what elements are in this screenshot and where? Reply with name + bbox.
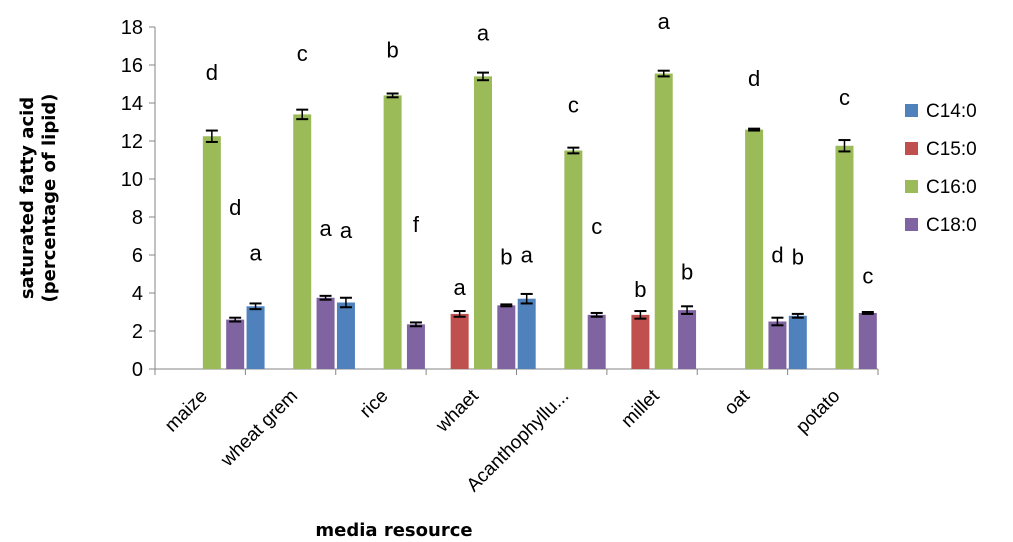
legend: C14:0 C15:0 C16:0 C18:0 [905, 101, 977, 236]
bar-c16-0-maize [202, 136, 221, 369]
significance-letter: c [839, 85, 850, 110]
bar-c16-0-potato [835, 145, 854, 369]
bar-c15-0-millet [631, 314, 650, 369]
y-axis-title-line-1: saturated fatty acid [17, 97, 38, 299]
significance-letter: a [454, 275, 467, 300]
x-tick-label: millet [617, 385, 664, 432]
legend-label-c14-0: C14:0 [926, 101, 977, 122]
bar-c14-0-potato [788, 315, 807, 369]
bar-c18-0-oat [768, 321, 787, 369]
y-axis-title-line-2: (percentage of lipid) [39, 94, 60, 303]
bar-c16-0-acanthophyllu [564, 150, 583, 369]
bar-c18-0-rice [406, 324, 425, 369]
y-tick-label: 12 [121, 131, 143, 153]
legend-swatch-c14-0 [905, 104, 918, 117]
bar-c15-0-whaet [450, 313, 469, 369]
y-tick-label: 14 [121, 93, 143, 115]
significance-letter: a [319, 216, 332, 241]
bar-c14-0-wheat-grem [246, 306, 265, 369]
bar-c16-0-oat [745, 129, 764, 369]
bar-c16-0-wheat-grem [293, 114, 312, 370]
significance-letter: c [591, 214, 602, 239]
bar-c14-0-acanthophyllu [517, 298, 536, 369]
y-tick-label: 4 [132, 283, 143, 305]
significance-letter: a [658, 9, 671, 34]
y-tick-label: 18 [121, 17, 143, 39]
legend-swatch-c16-0 [905, 180, 918, 193]
bar-c18-0-millet [678, 310, 697, 369]
y-tick-label: 10 [121, 169, 143, 191]
significance-letter: c [862, 264, 873, 289]
legend-swatch-c15-0 [905, 142, 918, 155]
y-axis-title: saturated fatty acid (percentage of lipi… [17, 94, 60, 303]
significance-letter: c [297, 41, 308, 66]
bar-c16-0-rice [383, 95, 402, 370]
x-tick-label: whaet [431, 385, 483, 437]
bar-c16-0-whaet [473, 76, 492, 370]
legend-swatch-c18-0 [905, 218, 918, 231]
y-tick-label: 16 [121, 55, 143, 77]
bar-c18-0-potato [858, 312, 877, 369]
legend-label-c15-0: C15:0 [926, 139, 977, 160]
significance-letter: d [748, 66, 760, 91]
x-tick-label: wheat grem [216, 386, 302, 472]
significance-letter: a [340, 218, 353, 243]
significance-letter: d [771, 243, 783, 268]
significance-letter: b [500, 245, 512, 270]
significance-letter: f [413, 212, 420, 237]
y-tick-label: 2 [132, 321, 143, 343]
y-tick-label: 8 [132, 207, 143, 229]
significance-letter: c [568, 93, 579, 118]
significance-letter: b [681, 260, 693, 285]
x-tick-label: maize [161, 386, 212, 437]
significance-letter: d [206, 60, 218, 85]
bar-c18-0-acanthophyllu [587, 314, 606, 369]
significance-letter: a [521, 243, 534, 268]
x-tick-label: potato [792, 386, 844, 438]
legend-label-c18-0: C18:0 [926, 215, 977, 236]
significance-letter: b [792, 245, 804, 270]
significance-letter: a [477, 20, 490, 45]
x-tick-label: rice [356, 386, 393, 423]
legend-label-c16-0: C16:0 [926, 177, 977, 198]
bar-c18-0-wheat-grem [316, 297, 335, 369]
x-axis-title: media resource [315, 520, 472, 541]
bar-c18-0-maize [226, 319, 245, 369]
y-tick-label: 0 [132, 359, 143, 381]
significance-letter: a [249, 241, 262, 266]
y-tick-label: 6 [132, 245, 143, 267]
significance-letter: b [386, 37, 398, 62]
bar-c14-0-rice [336, 302, 355, 369]
x-tick-label: oat [720, 385, 754, 419]
bar-c18-0-whaet [497, 305, 516, 369]
bar-c16-0-millet [654, 73, 673, 370]
significance-letter: d [229, 195, 241, 220]
significance-letter: b [634, 277, 646, 302]
